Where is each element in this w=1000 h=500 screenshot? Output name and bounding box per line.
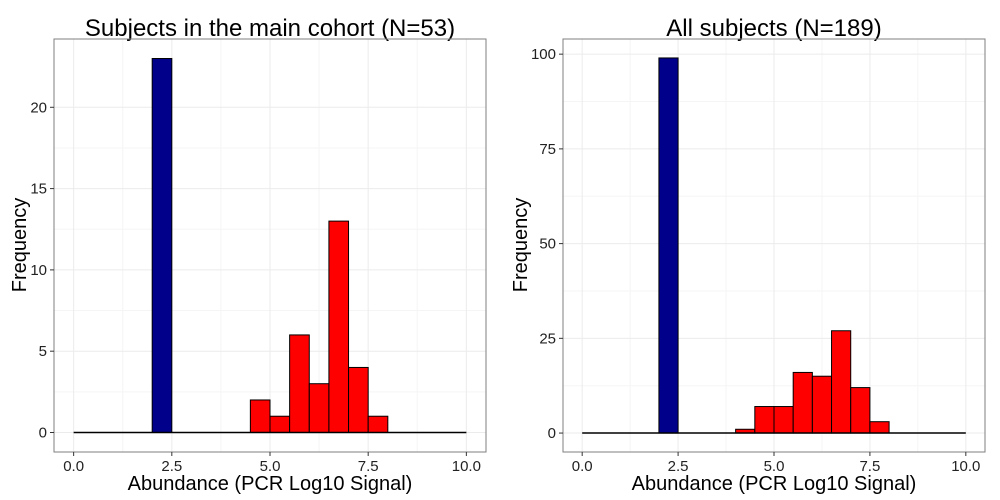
histogram-bar bbox=[831, 330, 852, 434]
chart-panel-main-cohort: Subjects in the main cohort (N=53) 0.0 2.… bbox=[9, 15, 487, 495]
x-axis-label: Abundance (PCR Log10 Signal) bbox=[128, 473, 413, 495]
y-axis-ticks: 0 25 50 75 100 bbox=[531, 46, 563, 442]
histogram-bar bbox=[811, 375, 833, 434]
y-tick-label: 25 bbox=[539, 330, 556, 347]
histogram-bar bbox=[367, 415, 389, 433]
y-tick-label: 100 bbox=[531, 46, 556, 63]
y-axis-ticks: 0 5 10 15 20 bbox=[30, 99, 54, 441]
histogram-bar bbox=[773, 406, 794, 434]
x-axis-label: Abundance (PCR Log10 Signal) bbox=[632, 473, 917, 495]
x-tick-label: 5.0 bbox=[260, 458, 281, 475]
x-tick-label: 5.0 bbox=[764, 458, 785, 475]
histogram-bar bbox=[754, 406, 775, 434]
histogram-bar bbox=[348, 366, 369, 433]
x-tick-label: 10.0 bbox=[452, 458, 481, 475]
bars bbox=[658, 57, 890, 434]
histogram-bar bbox=[328, 220, 350, 433]
chart-panel-all-subjects: All subjects (N=189) 0.0 2.5 5.0 7.5 10.0 0 2… bbox=[510, 15, 986, 495]
histogram-bar bbox=[151, 58, 173, 433]
y-tick-label: 5 bbox=[39, 343, 47, 360]
y-tick-label: 20 bbox=[30, 99, 47, 116]
histogram-bar bbox=[792, 371, 813, 434]
grid bbox=[563, 39, 985, 452]
histogram-bar bbox=[850, 387, 871, 434]
histogram-bar bbox=[308, 383, 330, 433]
x-tick-label: 7.5 bbox=[859, 458, 880, 475]
histogram-bar bbox=[249, 399, 271, 433]
x-axis-ticks: 0.0 2.5 5.0 7.5 10.0 bbox=[63, 452, 481, 475]
y-tick-label: 50 bbox=[539, 236, 556, 253]
x-tick-label: 0.0 bbox=[63, 458, 84, 475]
histogram-bar bbox=[658, 57, 679, 434]
x-tick-label: 7.5 bbox=[358, 458, 379, 475]
grid bbox=[54, 39, 486, 452]
x-axis-ticks: 0.0 2.5 5.0 7.5 10.0 bbox=[572, 452, 980, 475]
chart-title: Subjects in the main cohort (N=53) bbox=[85, 15, 455, 42]
y-axis-label: Frequency bbox=[9, 198, 31, 293]
histogram-bar bbox=[289, 334, 310, 433]
y-tick-label: 0 bbox=[548, 425, 556, 442]
histogram-bar bbox=[869, 421, 890, 434]
histogram-bar bbox=[269, 415, 291, 433]
x-tick-label: 2.5 bbox=[668, 458, 689, 475]
y-tick-label: 0 bbox=[39, 424, 47, 441]
chart-title: All subjects (N=189) bbox=[666, 15, 881, 42]
y-tick-label: 15 bbox=[30, 181, 47, 198]
y-tick-label: 10 bbox=[30, 262, 47, 279]
y-axis-label: Frequency bbox=[510, 198, 532, 293]
x-tick-label: 10.0 bbox=[951, 458, 980, 475]
y-tick-label: 75 bbox=[539, 141, 556, 158]
x-tick-label: 0.0 bbox=[572, 458, 593, 475]
x-tick-label: 2.5 bbox=[161, 458, 182, 475]
